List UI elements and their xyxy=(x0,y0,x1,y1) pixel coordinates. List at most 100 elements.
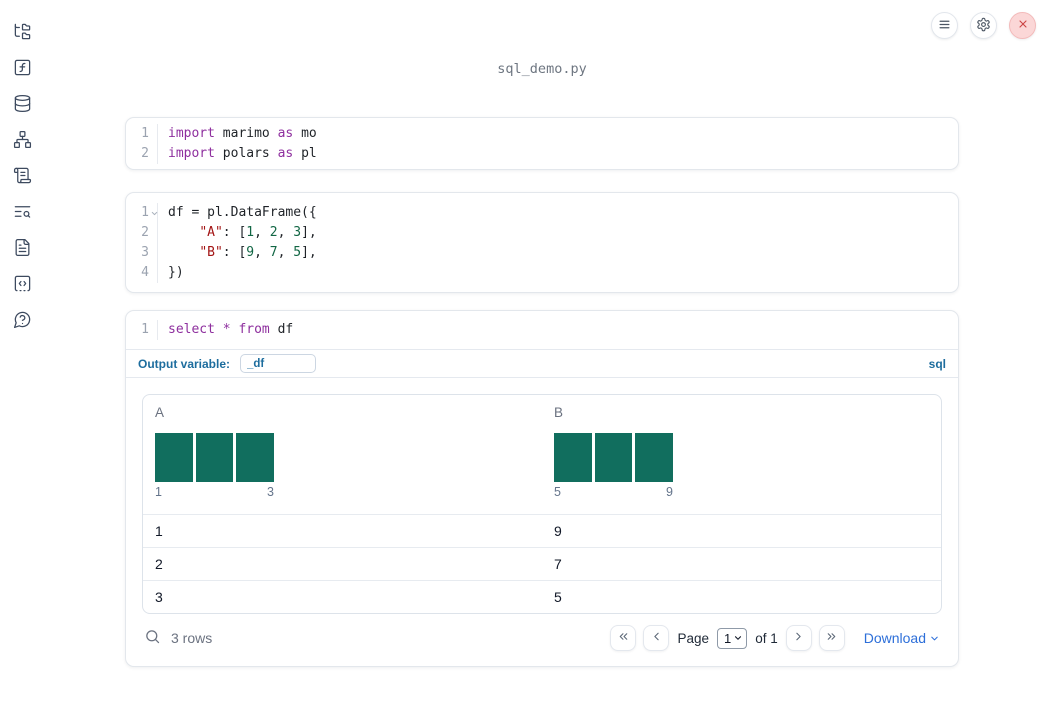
code-token: df xyxy=(269,322,294,337)
code-token: , xyxy=(277,225,294,240)
settings-button[interactable] xyxy=(970,12,997,39)
dependency-graph-panel-button[interactable] xyxy=(8,127,36,155)
page-select[interactable]: 1 xyxy=(716,627,748,649)
table-cell: 2 xyxy=(155,556,163,572)
axis-label: 5 xyxy=(554,485,561,499)
chevron-down-icon xyxy=(733,633,743,643)
previous-page-button[interactable] xyxy=(643,625,670,651)
file-tree-panel-button[interactable] xyxy=(8,19,36,47)
sql-editor[interactable]: select * from df xyxy=(158,320,293,340)
menu-icon xyxy=(938,18,951,34)
download-button[interactable]: Download xyxy=(864,630,940,646)
code-editor[interactable]: df = pl.DataFrame({ "A": [1, 2, 3], "B":… xyxy=(158,203,317,283)
histogram-bar xyxy=(195,433,234,482)
scratchpad-panel-button[interactable] xyxy=(8,163,36,191)
logs-search-panel-button[interactable] xyxy=(8,199,36,227)
code-token: polars xyxy=(214,146,278,161)
snippets-icon xyxy=(13,274,32,296)
table-cell: 5 xyxy=(554,589,562,605)
page-of-label: of 1 xyxy=(755,630,778,646)
code-token: , xyxy=(254,225,270,240)
next-page-button[interactable] xyxy=(785,625,812,651)
output-variable-label: Output variable: xyxy=(138,356,231,371)
code-token: 5 xyxy=(293,245,302,260)
pagination-controls: Page 1 of 1 Download xyxy=(610,625,940,651)
code-line[interactable]: import marimo as mo xyxy=(168,124,317,144)
axis-label: 3 xyxy=(267,485,274,499)
fold-chevron-icon[interactable] xyxy=(150,209,159,218)
line-number: 4 xyxy=(141,265,149,280)
notebook-menu-button[interactable] xyxy=(931,12,958,39)
code-line[interactable]: }) xyxy=(168,263,317,283)
code-token: as xyxy=(277,146,294,161)
code-token: , xyxy=(277,245,294,260)
documentation-panel-button[interactable] xyxy=(8,235,36,263)
code-line[interactable]: import polars as pl xyxy=(168,144,317,164)
code-token: marimo xyxy=(214,126,278,141)
code-editor[interactable]: import marimo as mo import polars as pl xyxy=(158,124,317,164)
code-token: df = pl.DataFrame({ xyxy=(168,205,317,220)
column-name: A xyxy=(155,405,165,420)
table-search-button[interactable] xyxy=(144,628,161,648)
table-footer: 3 rows Page 1 of 1 Download xyxy=(142,623,942,653)
code-token xyxy=(215,322,223,337)
code-token: from xyxy=(238,322,270,337)
code-token: import xyxy=(168,126,215,141)
help-panel-button[interactable] xyxy=(8,307,36,335)
code-token: 1 xyxy=(246,225,255,240)
row-count: 3 rows xyxy=(171,630,213,646)
snippets-panel-button[interactable] xyxy=(8,271,36,299)
code-token: ], xyxy=(301,245,317,260)
sql-cell[interactable]: 1 select * from df Output variable: sql … xyxy=(125,310,959,667)
code-token: mo xyxy=(293,126,317,141)
code-token: select xyxy=(168,322,215,337)
histogram-bar xyxy=(236,433,275,482)
code-line[interactable]: "A": [1, 2, 3], xyxy=(168,223,317,243)
datasources-icon xyxy=(13,94,32,116)
first-page-button[interactable] xyxy=(610,625,637,651)
code-token: 2 xyxy=(269,225,278,240)
sql-cell-toolbar: Output variable: sql xyxy=(126,350,958,378)
line-number-gutter: 1 xyxy=(126,320,158,340)
help-icon xyxy=(13,310,32,332)
histogram-bar xyxy=(155,433,193,482)
code-token: import xyxy=(168,146,215,161)
histogram-bar xyxy=(554,433,592,482)
column-histogram xyxy=(554,433,674,482)
function-icon xyxy=(13,58,32,80)
code-token: "A" xyxy=(199,225,223,240)
code-line[interactable]: select * from df xyxy=(168,320,293,340)
notebook-filename: sql_demo.py xyxy=(497,61,587,77)
chevrons-left-icon xyxy=(617,630,630,646)
last-page-button[interactable] xyxy=(818,625,845,651)
logs-search-icon xyxy=(13,202,32,224)
datasources-panel-button[interactable] xyxy=(8,91,36,119)
code-token xyxy=(168,245,199,260)
code-line[interactable]: "B": [9, 7, 5], xyxy=(168,243,317,263)
chevrons-right-icon xyxy=(825,630,838,646)
code-line[interactable]: df = pl.DataFrame({ xyxy=(168,203,317,223)
line-number: 3 xyxy=(141,245,149,260)
code-token: ], xyxy=(301,225,317,240)
table-cell: 7 xyxy=(554,556,562,572)
code-token: pl xyxy=(293,146,317,161)
table-cell: 3 xyxy=(155,589,163,605)
line-number: 1 xyxy=(141,126,149,141)
shutdown-button[interactable] xyxy=(1009,12,1036,39)
line-number-gutter: 1 2 3 4 xyxy=(126,203,158,283)
dependency-graph-icon xyxy=(13,130,32,152)
shutdown-x-icon xyxy=(1017,18,1029,33)
functions-panel-button[interactable] xyxy=(8,55,36,83)
output-variable-input[interactable] xyxy=(240,354,317,373)
helper-panel-sidebar xyxy=(0,0,44,713)
code-token xyxy=(168,225,199,240)
